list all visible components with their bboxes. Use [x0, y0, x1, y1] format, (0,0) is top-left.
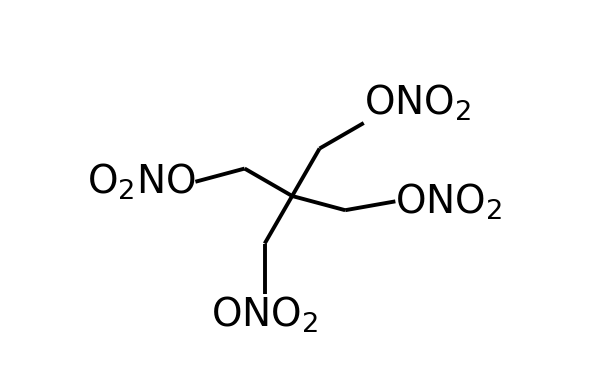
Text: ONO$_2$: ONO$_2$ — [395, 181, 503, 221]
Text: O$_2$NO: O$_2$NO — [86, 162, 196, 202]
Text: ONO$_2$: ONO$_2$ — [211, 294, 319, 335]
Text: ONO$_2$: ONO$_2$ — [364, 83, 471, 123]
